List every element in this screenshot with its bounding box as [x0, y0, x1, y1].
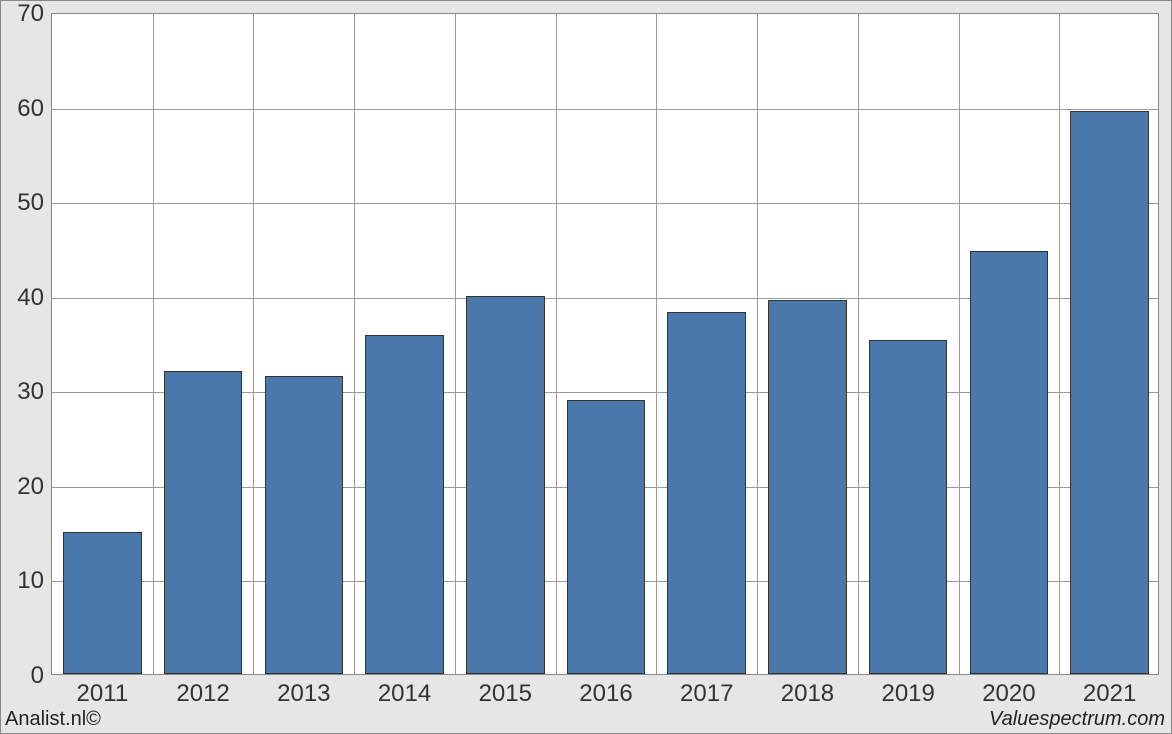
y-axis-tick-label: 50: [17, 189, 52, 217]
x-axis-tick-label: 2021: [1083, 674, 1136, 708]
bar: [466, 296, 545, 674]
gridline-vertical: [1059, 14, 1060, 674]
y-axis-tick-label: 20: [17, 473, 52, 501]
y-axis-tick-label: 60: [17, 95, 52, 123]
gridline-vertical: [858, 14, 859, 674]
plot-area: 0102030405060702011201220132014201520162…: [51, 13, 1159, 675]
x-axis-tick-label: 2020: [982, 674, 1035, 708]
y-axis-tick-label: 30: [17, 378, 52, 406]
x-axis-tick-label: 2014: [378, 674, 431, 708]
bar: [567, 400, 646, 674]
bar: [63, 532, 142, 674]
footer-right-credit: Valuespectrum.com: [989, 708, 1165, 731]
gridline-vertical: [354, 14, 355, 674]
x-axis-tick-label: 2018: [781, 674, 834, 708]
bar: [1070, 111, 1149, 674]
y-axis-tick-label: 70: [17, 0, 52, 28]
bar: [970, 251, 1049, 674]
footer-left-credit: Analist.nl©: [5, 708, 101, 731]
x-axis-tick-label: 2013: [277, 674, 330, 708]
x-axis-tick-label: 2011: [77, 674, 129, 708]
y-axis-tick-label: 10: [17, 567, 52, 595]
gridline-vertical: [757, 14, 758, 674]
chart-footer: Analist.nl© Valuespectrum.com: [5, 708, 1165, 731]
gridline-horizontal: [52, 203, 1158, 204]
x-axis-tick-label: 2017: [680, 674, 733, 708]
x-axis-tick-label: 2012: [176, 674, 229, 708]
bar: [164, 371, 243, 674]
bar: [869, 340, 948, 674]
gridline-horizontal: [52, 109, 1158, 110]
bar: [667, 312, 746, 674]
gridline-vertical: [556, 14, 557, 674]
gridline-vertical: [455, 14, 456, 674]
gridline-vertical: [153, 14, 154, 674]
x-axis-tick-label: 2019: [881, 674, 934, 708]
bar: [768, 300, 847, 674]
chart-container: 0 10 20 30 40 50 60 70 2011 2012 2013 2014 2015 2016 2…: [0, 0, 1172, 734]
bar: [365, 335, 444, 674]
x-axis-tick-label: 2015: [479, 674, 532, 708]
bar: [265, 376, 344, 674]
x-axis-tick-label: 2016: [579, 674, 632, 708]
y-axis-tick-label: 0: [31, 662, 52, 690]
gridline-vertical: [959, 14, 960, 674]
gridline-vertical: [656, 14, 657, 674]
y-axis-tick-label: 40: [17, 284, 52, 312]
gridline-vertical: [253, 14, 254, 674]
